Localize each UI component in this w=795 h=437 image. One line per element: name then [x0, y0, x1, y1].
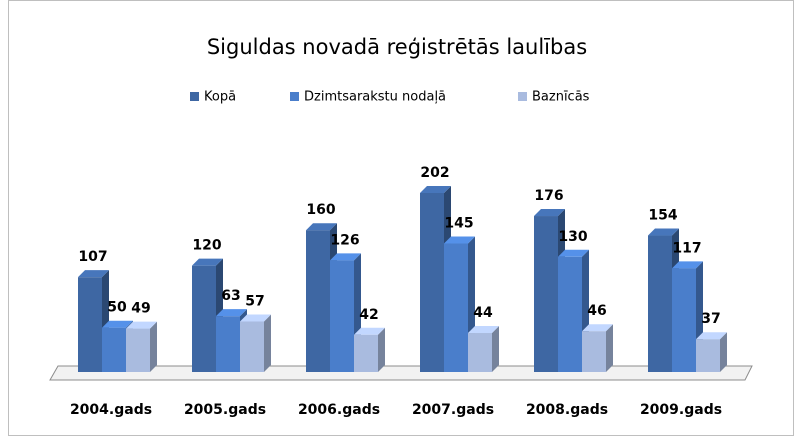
bar-front	[648, 235, 672, 372]
bar-side	[264, 314, 271, 372]
data-label: 49	[131, 301, 150, 317]
data-label: 120	[192, 238, 221, 254]
bar	[78, 270, 109, 372]
bar-side	[720, 332, 727, 372]
x-tick-label: 2007.gads	[412, 402, 494, 418]
bar-top	[648, 228, 679, 236]
bar-front	[558, 256, 582, 372]
legend-label: Baznīcās	[532, 90, 590, 105]
bar-top	[126, 321, 157, 329]
floor	[49, 365, 753, 381]
data-label: 46	[587, 303, 606, 319]
legend-swatch	[518, 92, 527, 101]
data-label: 37	[701, 311, 720, 327]
bar-top	[558, 249, 589, 257]
data-label: 44	[473, 305, 493, 321]
bar-top	[420, 186, 451, 193]
legend-swatch	[290, 92, 299, 101]
bar	[468, 326, 499, 372]
bar-front	[672, 268, 696, 372]
bar-front	[354, 334, 378, 372]
bar-top	[216, 309, 247, 317]
bar	[354, 327, 385, 372]
bar-side	[492, 326, 499, 372]
bar-top	[306, 223, 337, 231]
bar-top	[444, 236, 475, 244]
data-label: 202	[420, 165, 449, 181]
x-tick-label: 2009.gads	[640, 402, 722, 418]
chart-title: Siguldas novadā reģistrētās laulības	[207, 35, 587, 59]
bar-front	[216, 316, 240, 372]
x-tick-label: 2004.gads	[70, 402, 152, 418]
bar-side	[378, 327, 385, 372]
data-label: 63	[221, 288, 240, 304]
bar-top	[672, 261, 703, 269]
data-label: 145	[444, 216, 473, 232]
x-tick-label: 2008.gads	[526, 402, 608, 418]
bar-front	[306, 230, 330, 372]
data-label: 57	[245, 293, 264, 309]
bar-top	[696, 332, 727, 340]
data-label: 176	[534, 188, 563, 204]
legend-label: Dzimtsarakstu nodaļā	[304, 90, 446, 105]
data-label: 130	[558, 229, 587, 245]
bar-top	[534, 209, 565, 217]
bar-top	[240, 314, 271, 322]
bar	[696, 332, 727, 372]
bar-side	[150, 321, 157, 372]
bar-top	[192, 258, 223, 266]
bar-front	[444, 243, 468, 372]
bar-top	[102, 320, 133, 328]
data-label: 126	[330, 232, 359, 248]
bar-front	[696, 339, 720, 372]
bar	[240, 314, 271, 372]
data-label: 160	[306, 202, 335, 218]
bar-front	[126, 328, 150, 372]
bar-top	[468, 326, 499, 334]
bar-front	[420, 193, 444, 372]
legend-label: Kopā	[204, 90, 236, 105]
bar-side	[606, 324, 613, 372]
bar-front	[78, 277, 102, 372]
data-label: 42	[359, 307, 378, 323]
bar-top	[330, 253, 361, 261]
bar-front	[468, 333, 492, 372]
x-tick-label: 2005.gads	[184, 402, 266, 418]
bar-front	[582, 331, 606, 372]
bar-front	[192, 265, 216, 372]
data-label: 154	[648, 208, 677, 224]
bar-front	[330, 260, 354, 372]
legend: Kopā Dzimtsarakstu nodaļā Baznīcās	[190, 90, 590, 105]
x-tick-label: 2006.gads	[298, 402, 380, 418]
bar	[582, 324, 613, 372]
bar-front	[240, 321, 264, 372]
bar-top	[582, 324, 613, 332]
data-label: 117	[672, 240, 701, 256]
bar	[126, 321, 157, 372]
bar	[534, 209, 565, 372]
legend-swatch	[190, 92, 199, 101]
data-label: 50	[107, 300, 127, 316]
bar	[558, 249, 589, 372]
bar-top	[354, 327, 385, 335]
bar-front	[534, 216, 558, 372]
bar-top	[78, 270, 109, 278]
data-label: 107	[78, 249, 107, 265]
bar-front	[102, 327, 126, 372]
